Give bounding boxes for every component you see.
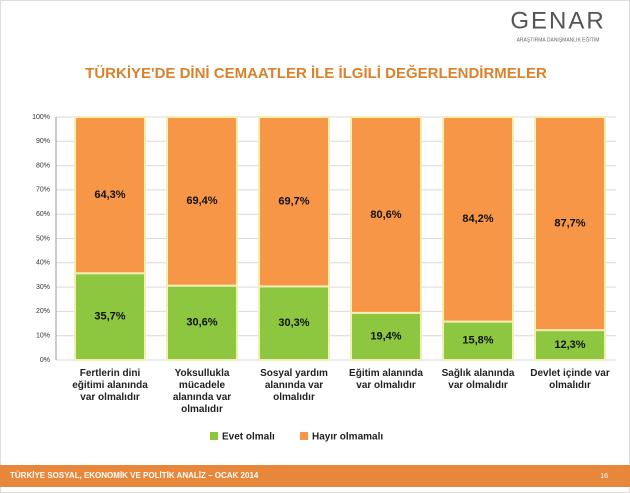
bar-segment [442,116,514,323]
legend-label: Hayır olmamalı [312,432,383,443]
data-label: 30,3% [278,317,309,329]
data-label: 80,6% [370,209,401,221]
data-label: 87,7% [554,217,585,229]
legend-swatch [210,432,218,440]
bar-segment [534,116,606,332]
x-tick-label: Sağlık alanında var olmalıdır [441,368,515,391]
footer-text: TÜRKİYE SOSYAL, EKONOMİK VE POLİTİK ANAL… [10,471,259,480]
y-tick-label: 70% [36,187,50,194]
data-label: 69,4% [186,195,217,207]
y-tick-label: 30% [36,284,50,291]
bar-segment [350,116,422,314]
y-tick-label: 90% [36,138,50,145]
chart-title: TÜRKİYE'DE DİNİ CEMAATLER İLE İLGİLİ DEĞ… [85,64,547,82]
bar-segment [258,285,330,361]
x-tick-label: Sosyal yardım alanında var olmalıdır [260,368,328,403]
y-tick-label: 10% [36,333,50,340]
data-label: 64,3% [94,189,125,201]
data-label: 30,6% [186,317,217,329]
y-tick-label: 60% [36,211,50,218]
bar-segment [166,116,238,287]
legend-label: Evet olmalı [222,432,275,443]
data-label: 19,4% [370,330,401,342]
legend-swatch [300,432,308,440]
data-label: 69,7% [278,196,309,208]
y-tick-label: 50% [36,235,50,242]
x-tick-label: Fertlerin dini eğitimi alanında var olma… [72,368,148,403]
bar-segment [534,329,606,361]
bar-segment [442,320,514,361]
data-label: 35,7% [94,311,125,323]
y-tick-label: 40% [36,260,50,267]
page-number: 16 [600,473,608,480]
bar-segment [258,116,330,288]
x-tick-label: Yoksullukla mücadele alanında var olmalı… [172,368,232,415]
bar-segment [350,311,422,361]
logo-tagline: ARAŞTIRMA DANIŞMANLIK EĞİTİM [517,36,600,43]
data-label: 15,8% [462,335,493,347]
y-tick-label: 80% [36,162,50,169]
y-tick-label: 0% [40,357,50,364]
bar-segment [74,116,146,275]
logo-name: GENAR [510,7,605,34]
y-tick-label: 20% [36,308,50,315]
x-tick-label: Eğitim alanında var olmalıdır [349,368,423,391]
data-label: 84,2% [462,213,493,225]
y-tick-label: 100% [32,114,50,121]
x-tick-label: Devlet içinde var olmalıdır [530,368,610,391]
data-label: 12,3% [554,339,585,351]
footer-band [0,465,630,487]
